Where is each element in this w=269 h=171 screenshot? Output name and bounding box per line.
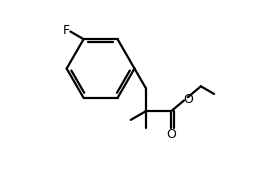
- Text: O: O: [183, 93, 193, 106]
- Text: F: F: [63, 24, 70, 37]
- Text: O: O: [166, 128, 176, 141]
